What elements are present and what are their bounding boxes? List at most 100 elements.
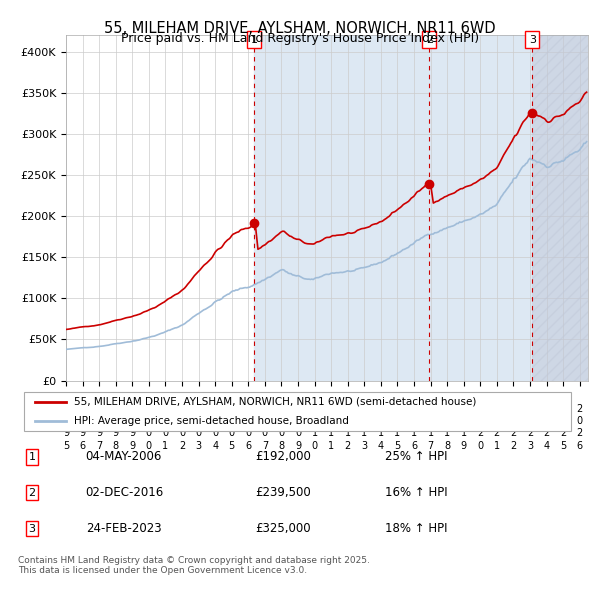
Text: 25% ↑ HPI: 25% ↑ HPI (385, 450, 447, 463)
Text: 0: 0 (245, 416, 251, 426)
Text: 2: 2 (560, 428, 566, 438)
Text: 1: 1 (311, 428, 317, 438)
Text: 0: 0 (344, 416, 351, 426)
Text: 2: 2 (511, 428, 517, 438)
Text: 5: 5 (560, 441, 566, 451)
Text: 1: 1 (129, 404, 136, 414)
Text: 0: 0 (577, 416, 583, 426)
Text: 1: 1 (394, 428, 400, 438)
Text: 9: 9 (96, 416, 102, 426)
Text: 2: 2 (560, 404, 566, 414)
Text: 0: 0 (179, 428, 185, 438)
Text: 55, MILEHAM DRIVE, AYLSHAM, NORWICH, NR11 6WD (semi-detached house): 55, MILEHAM DRIVE, AYLSHAM, NORWICH, NR1… (74, 397, 477, 407)
Bar (532, 35, 588, 381)
Text: 2: 2 (477, 428, 484, 438)
Text: 2: 2 (163, 404, 169, 414)
Text: 1: 1 (80, 404, 86, 414)
Text: 0: 0 (311, 441, 317, 451)
Text: 1: 1 (428, 428, 434, 438)
Text: 5: 5 (63, 441, 69, 451)
Text: 1: 1 (250, 34, 257, 44)
Text: 0: 0 (527, 416, 533, 426)
Text: 2: 2 (344, 441, 351, 451)
Text: 5: 5 (394, 441, 401, 451)
Text: 2: 2 (444, 404, 450, 414)
Text: 2: 2 (577, 404, 583, 414)
Text: 6: 6 (411, 441, 417, 451)
Text: 0: 0 (163, 416, 169, 426)
Text: 9: 9 (63, 428, 69, 438)
Text: 0: 0 (394, 416, 400, 426)
Text: 0: 0 (544, 416, 550, 426)
Text: 2: 2 (494, 404, 500, 414)
Text: 1: 1 (378, 428, 384, 438)
Text: 1: 1 (344, 428, 351, 438)
Text: 2: 2 (295, 404, 301, 414)
Text: £325,000: £325,000 (255, 522, 311, 535)
Text: 2: 2 (425, 34, 433, 44)
Text: 2: 2 (577, 428, 583, 438)
Text: 0: 0 (163, 428, 169, 438)
Text: 0: 0 (328, 416, 334, 426)
Text: 0: 0 (477, 441, 484, 451)
Text: 0: 0 (212, 416, 218, 426)
Text: 0: 0 (411, 416, 417, 426)
Text: 2: 2 (378, 404, 384, 414)
Text: 0: 0 (295, 428, 301, 438)
Text: 3: 3 (529, 34, 536, 44)
Text: 0: 0 (378, 416, 384, 426)
Text: 0: 0 (262, 428, 268, 438)
Text: 2: 2 (262, 404, 268, 414)
Text: 2: 2 (494, 428, 500, 438)
Text: 0: 0 (428, 416, 434, 426)
Text: 2: 2 (411, 404, 417, 414)
Text: 2: 2 (527, 428, 533, 438)
Text: £239,500: £239,500 (255, 486, 311, 499)
Text: 2: 2 (544, 404, 550, 414)
Text: 9: 9 (80, 428, 86, 438)
Text: 9: 9 (461, 441, 467, 451)
Text: HPI: Average price, semi-detached house, Broadland: HPI: Average price, semi-detached house,… (74, 417, 349, 426)
Text: 2: 2 (527, 404, 533, 414)
Text: 0: 0 (444, 416, 450, 426)
Text: 1: 1 (29, 452, 35, 462)
Text: 9: 9 (113, 416, 119, 426)
Text: 0: 0 (560, 416, 566, 426)
Text: 1: 1 (328, 441, 334, 451)
Text: 2: 2 (394, 404, 401, 414)
Text: 0: 0 (494, 416, 500, 426)
Text: 1: 1 (461, 428, 467, 438)
Text: 4: 4 (378, 441, 384, 451)
Text: 7: 7 (262, 441, 268, 451)
Text: 9: 9 (80, 416, 86, 426)
Text: 0: 0 (212, 428, 218, 438)
Text: 2: 2 (477, 404, 484, 414)
Text: £192,000: £192,000 (255, 450, 311, 463)
Text: 0: 0 (361, 416, 367, 426)
Text: 0: 0 (311, 416, 317, 426)
Text: 0: 0 (262, 416, 268, 426)
Text: 04-MAY-2006: 04-MAY-2006 (86, 450, 162, 463)
Text: 8: 8 (444, 441, 450, 451)
Text: 7: 7 (427, 441, 434, 451)
Text: 0: 0 (196, 428, 202, 438)
Text: 2: 2 (311, 404, 317, 414)
Text: 0: 0 (278, 416, 284, 426)
Text: Price paid vs. HM Land Registry's House Price Index (HPI): Price paid vs. HM Land Registry's House … (121, 32, 479, 45)
Text: 2: 2 (511, 404, 517, 414)
Text: 3: 3 (361, 441, 367, 451)
Text: 55, MILEHAM DRIVE, AYLSHAM, NORWICH, NR11 6WD: 55, MILEHAM DRIVE, AYLSHAM, NORWICH, NR1… (104, 21, 496, 35)
Text: 9: 9 (129, 416, 136, 426)
Text: 1: 1 (328, 428, 334, 438)
Text: 7: 7 (96, 441, 102, 451)
Text: 3: 3 (527, 441, 533, 451)
Text: 4: 4 (212, 441, 218, 451)
Text: 6: 6 (577, 441, 583, 451)
Text: 2: 2 (278, 404, 284, 414)
Text: 0: 0 (179, 416, 185, 426)
Text: 8: 8 (278, 441, 284, 451)
Text: 0: 0 (477, 416, 484, 426)
Text: 0: 0 (295, 416, 301, 426)
Text: 3: 3 (196, 441, 202, 451)
Text: 1: 1 (444, 428, 450, 438)
